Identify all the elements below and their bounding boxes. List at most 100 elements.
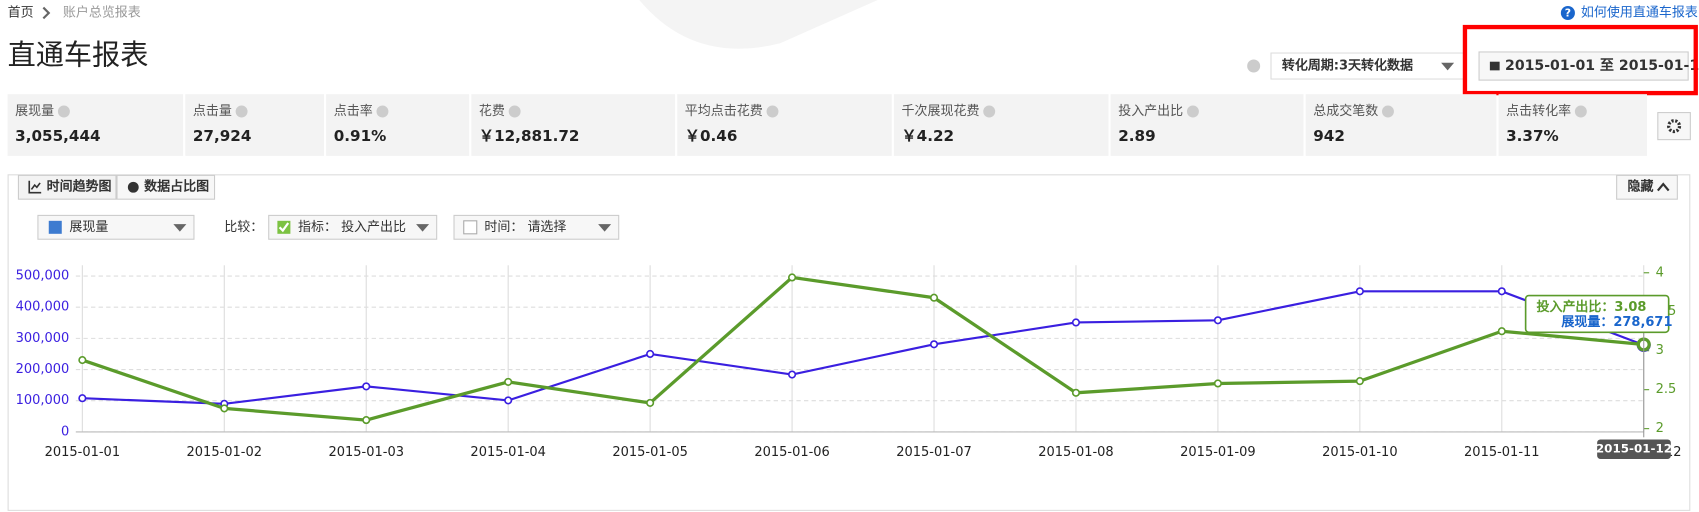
- y2-tick-label: 2: [1656, 421, 1664, 436]
- metric-value: 3,055,444: [15, 127, 100, 145]
- data-point: [1497, 327, 1506, 336]
- series-line: [82, 290, 1645, 405]
- data-point: [1497, 287, 1506, 296]
- y-tick-label: 200,000: [16, 362, 70, 377]
- date-button[interactable]: [1478, 51, 1689, 81]
- help-icon: [1574, 105, 1587, 118]
- x-tick-label: 2015-01-10: [1322, 445, 1398, 460]
- data-point: [1213, 379, 1222, 388]
- metric-value: 0.91%: [334, 127, 387, 145]
- help-icon: [766, 105, 779, 118]
- highlight-box: [1462, 24, 1698, 96]
- data-point: [1355, 287, 1364, 296]
- info-icon: [1247, 59, 1261, 73]
- tooltip-line: 投入产出比：3.08: [1536, 299, 1646, 315]
- metric-value: ￥12,881.72: [479, 127, 580, 145]
- metric-label: 点击量: [193, 104, 232, 119]
- hover-x-label-box: [1597, 439, 1671, 459]
- metric-cell: [1498, 94, 1647, 156]
- background-shape: [639, 0, 878, 49]
- y-tick-label: 0: [61, 424, 69, 439]
- data-point: [220, 404, 229, 413]
- tab-share[interactable]: [116, 174, 216, 200]
- y-tick-label: 100,000: [16, 393, 70, 408]
- check-mark: [278, 222, 290, 233]
- metric-value: 2.89: [1118, 127, 1155, 145]
- tab-trend[interactable]: [17, 174, 117, 200]
- metric-cell: [893, 94, 1109, 156]
- metric-value: ￥4.22: [902, 127, 955, 145]
- metric-label: 点击转化率: [1506, 103, 1571, 119]
- help-icon: [1560, 5, 1575, 21]
- metric-value: 942: [1313, 127, 1345, 145]
- metric-cell: [471, 94, 676, 156]
- series-line: [81, 275, 1644, 422]
- x-tick-label: 2015-01-08: [1038, 445, 1114, 460]
- select-arrow: [416, 224, 430, 232]
- metric-label: 总成交笔数: [1313, 103, 1378, 119]
- breadcrumb-current: 账户总览报表: [63, 4, 141, 20]
- metric-select-text: 展现量: [69, 220, 108, 235]
- breadcrumb-home[interactable]: 首页: [8, 5, 34, 20]
- select-arrow: [1441, 62, 1455, 71]
- time-checkbox[interactable]: [463, 220, 478, 235]
- metric-select[interactable]: [37, 214, 195, 240]
- time-select[interactable]: [453, 214, 620, 240]
- metric-label: 平均点击花费: [685, 103, 763, 119]
- help-icon: [235, 105, 248, 118]
- data-point: [1071, 388, 1081, 397]
- data-point: [78, 394, 87, 403]
- metric-label: 千次展现花费: [902, 103, 980, 119]
- y-tick-label: 300,000: [16, 331, 70, 346]
- breadcrumb-chevron: [42, 6, 51, 20]
- tab-trend-text: 时间趋势图: [47, 179, 112, 195]
- data-point: [362, 382, 371, 391]
- data-point: [646, 349, 655, 359]
- metric-cell: [185, 94, 324, 156]
- page-title: 直通车报表: [8, 38, 149, 71]
- y-tick-label: 500,000: [16, 269, 70, 284]
- chevron-up: [1656, 182, 1670, 192]
- metric-label: 展现量: [15, 104, 54, 119]
- data-point: [788, 370, 797, 379]
- x-tick-label: 2015-01-06: [754, 445, 830, 460]
- x-tick-label: 2015-01-05: [612, 445, 688, 460]
- metric-cell: [1305, 94, 1497, 156]
- date-range: 2015-01-01 至 2015-01-12: [1505, 58, 1699, 74]
- indicator-select[interactable]: [268, 214, 438, 240]
- data-point: [929, 340, 939, 349]
- conversion-select-text: 转化周期:3天转化数据: [1282, 58, 1413, 74]
- metric-cell: [7, 94, 184, 156]
- hide-button[interactable]: [1616, 174, 1678, 200]
- y2-tick-label: 3: [1656, 343, 1664, 358]
- time-select-text: 时间： 请选择: [484, 220, 566, 235]
- y2-tick-label: 2.5: [1656, 382, 1677, 397]
- data-point: [788, 273, 797, 282]
- metric-value: ￥0.46: [685, 127, 738, 145]
- help-icon: [1186, 105, 1199, 118]
- data-point: [1071, 318, 1081, 327]
- x-tick-label: 2015-01-04: [470, 445, 546, 460]
- x-tick-label: 2015-01-11: [1464, 445, 1540, 460]
- chart: 2015-01-01 2015-01-02 2015-01-03 2015-01-04…: [16, 265, 1681, 460]
- metric-cell: [1110, 94, 1304, 156]
- trend-icon: [28, 180, 42, 194]
- select-arrow: [598, 224, 612, 232]
- tooltip-box: [1524, 294, 1670, 334]
- compare-label: 比较：: [224, 220, 263, 235]
- help-icon-glyph: ?: [1565, 7, 1571, 20]
- help-icon: [983, 105, 996, 118]
- metric-label: 点击率: [334, 103, 373, 119]
- x-tick-label: 2015-01-09: [1180, 445, 1256, 460]
- x-tick-label: 2015-01-07: [896, 445, 972, 460]
- data-point: [504, 377, 513, 386]
- data-point: [1355, 377, 1364, 386]
- metric-label: 花费: [479, 103, 505, 119]
- tab-share-text: 数据占比图: [144, 179, 209, 195]
- help-icon: [376, 105, 389, 118]
- help-icon: [1382, 105, 1394, 118]
- help-link[interactable]: 如何使用直通车报表: [1581, 4, 1698, 20]
- settings-button[interactable]: [1657, 112, 1691, 141]
- x-tick-label: 2015-01-03: [328, 445, 404, 460]
